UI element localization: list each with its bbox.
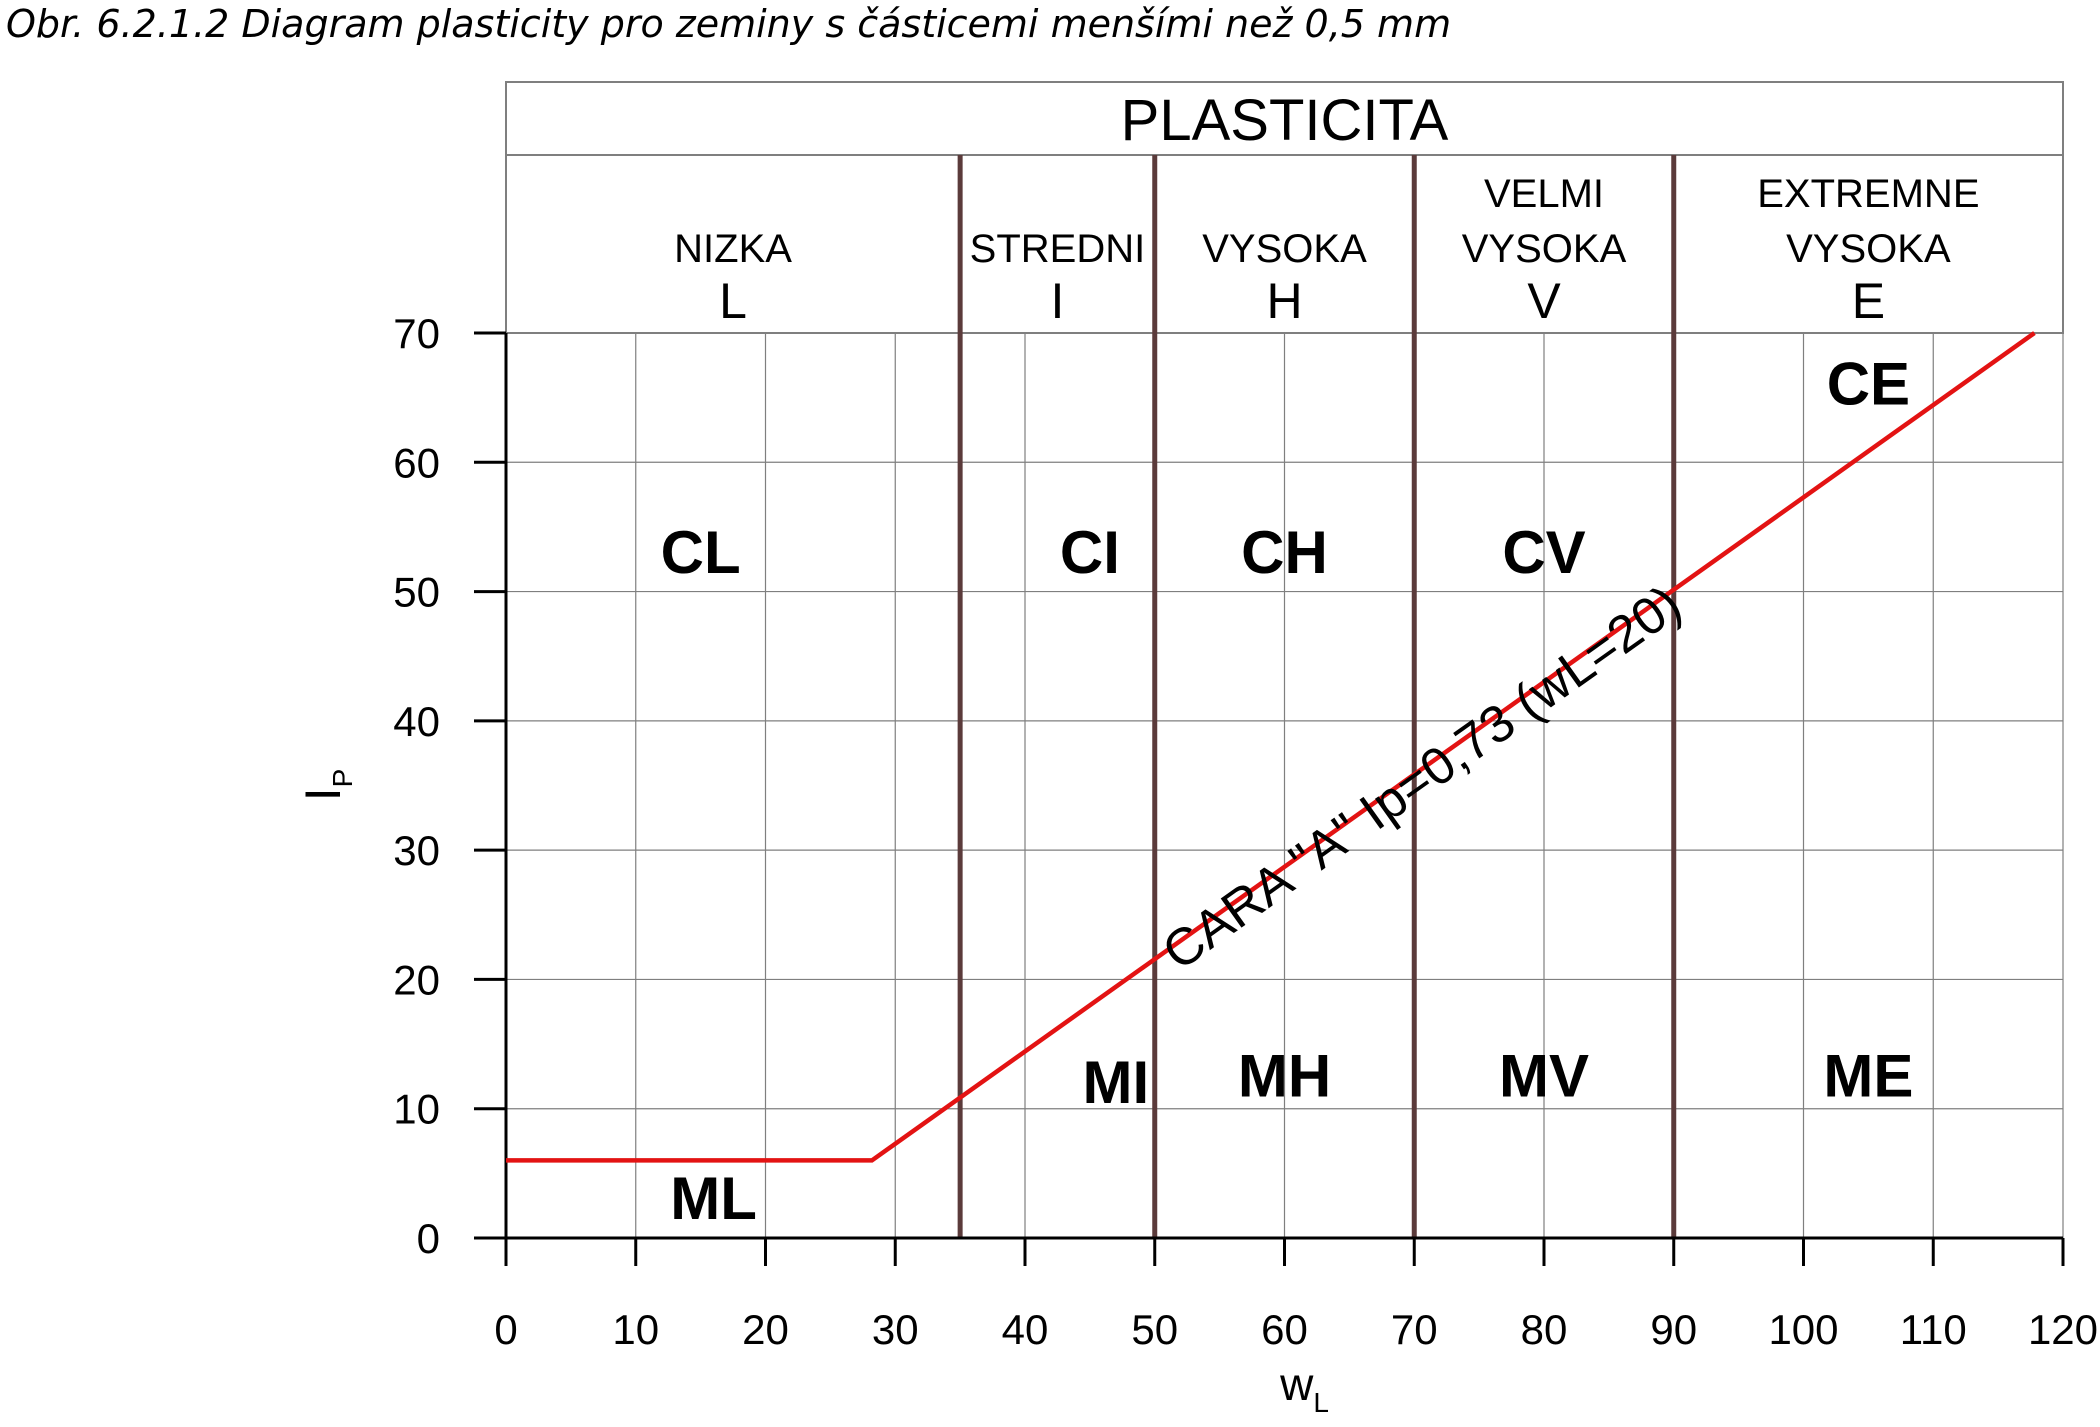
x-tick-label: 60 xyxy=(1261,1306,1308,1353)
class-name-label: STREDNI xyxy=(970,227,1146,271)
y-axis-title: IP xyxy=(295,769,358,802)
zone-label-cl: CL xyxy=(661,519,741,586)
x-axis-title: wL xyxy=(1279,1358,1329,1418)
a-line xyxy=(506,331,2036,1163)
a-line-label: CARA "A" Ip=0,73 (wL=20) xyxy=(1152,575,1691,982)
chart-title: PLASTICITA xyxy=(1121,88,1449,153)
figure-caption: Obr. 6.2.1.2 Diagram plasticity pro zemi… xyxy=(6,2,1452,46)
zone-label-mi: MI xyxy=(1082,1049,1149,1116)
x-tick-label: 80 xyxy=(1521,1306,1568,1353)
y-tick-label: 20 xyxy=(393,956,440,1003)
zone-label-ce: CE xyxy=(1827,351,1910,418)
class-name-label: VYSOKA xyxy=(1462,227,1627,271)
x-tick-label: 50 xyxy=(1131,1306,1178,1353)
y-tick-label: 60 xyxy=(393,439,440,486)
x-tick-label: 110 xyxy=(1900,1306,1967,1353)
y-tick-label: 30 xyxy=(393,827,440,874)
class-name-label: EXTREMNE xyxy=(1757,172,1979,216)
y-tick-label: 0 xyxy=(417,1215,440,1262)
x-tick-label: 40 xyxy=(1002,1306,1049,1353)
x-tick-label: 30 xyxy=(872,1306,919,1353)
x-tick-label: 100 xyxy=(1768,1306,1838,1353)
class-symbol-label: H xyxy=(1266,273,1302,329)
zone-labels: CL CI CH CV CE ML MI MH MV ME xyxy=(661,351,1914,1232)
x-tick-label: 90 xyxy=(1650,1306,1697,1353)
x-tick-label: 70 xyxy=(1391,1306,1438,1353)
class-name-label: VYSOKA xyxy=(1202,227,1367,271)
zone-label-ch: CH xyxy=(1241,519,1328,586)
class-name-label: VYSOKA xyxy=(1786,227,1951,271)
y-tick-label: 40 xyxy=(393,698,440,745)
y-axis-title-subscript: P xyxy=(327,769,358,788)
plasticity-header: PLASTICITANIZKALSTREDNIIVYSOKAHVELMIVYSO… xyxy=(505,81,2064,334)
class-name-label: NIZKA xyxy=(674,227,792,271)
zone-label-ci: CI xyxy=(1060,519,1120,586)
y-tick-label: 70 xyxy=(393,310,440,357)
axes: 0 10 20 30 40 50 60 70 0 10 20 30 40 50 60 70 80 90 100 110… xyxy=(295,310,2098,1418)
x-tick-label: 120 xyxy=(2028,1306,2098,1353)
plasticity-boundaries xyxy=(957,155,1677,1238)
zone-label-mh: MH xyxy=(1238,1042,1331,1109)
x-tick-label: 20 xyxy=(742,1306,789,1353)
class-symbol-label: I xyxy=(1050,273,1064,329)
zone-label-cv: CV xyxy=(1502,519,1585,586)
class-symbol-label: V xyxy=(1527,273,1561,329)
zone-label-mv: MV xyxy=(1499,1042,1589,1109)
class-name-label: VELMI xyxy=(1484,172,1604,216)
class-symbol-label: L xyxy=(719,273,747,329)
zone-label-ml: ML xyxy=(670,1165,757,1232)
a-line-series: CARA "A" Ip=0,73 (wL=20) xyxy=(505,331,2036,1163)
x-tick-label: 0 xyxy=(494,1306,517,1353)
x-tick-label: 10 xyxy=(612,1306,659,1353)
y-tick-label: 50 xyxy=(393,569,440,616)
x-axis-title-subscript: L xyxy=(1313,1387,1329,1418)
zone-label-me: ME xyxy=(1823,1042,1913,1109)
class-symbol-label: E xyxy=(1852,273,1885,329)
y-tick-label: 10 xyxy=(393,1086,440,1133)
